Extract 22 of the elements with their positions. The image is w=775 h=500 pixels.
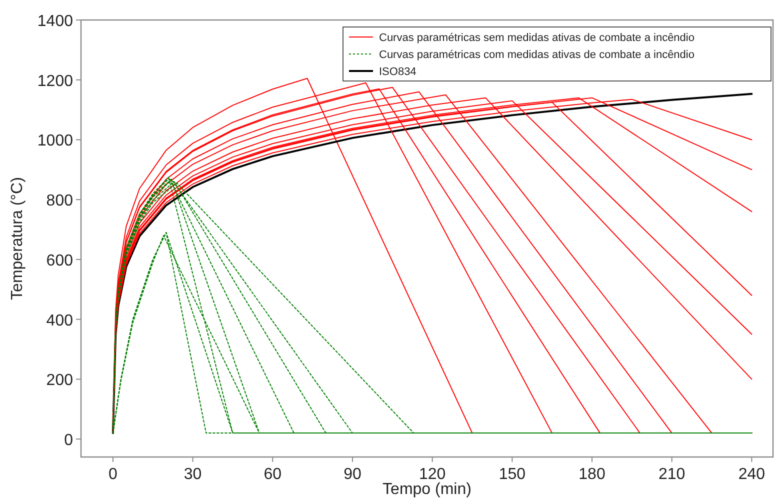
- x-tick-label: 30: [184, 466, 202, 483]
- legend-label: ISO834: [379, 66, 416, 78]
- x-tick-label: 60: [264, 466, 282, 483]
- y-tick-label: 800: [46, 192, 74, 210]
- y-tick-label: 400: [46, 312, 74, 330]
- x-tick-label: 0: [108, 466, 118, 483]
- legend-label: Curvas paramétricas com medidas ativas de combate a incêndio: [379, 49, 694, 61]
- y-tick-label: 1000: [37, 132, 74, 150]
- x-axis-title: Tempo (min): [382, 481, 472, 498]
- y-tick-label: 200: [46, 372, 74, 390]
- x-tick-label: 120: [418, 466, 446, 483]
- x-tick-label: 90: [344, 466, 362, 483]
- y-tick-label: 600: [46, 252, 74, 270]
- y-axis-title: Temperatura (°C): [9, 177, 26, 300]
- x-tick-label: 180: [578, 466, 606, 483]
- x-tick-label: 210: [658, 466, 686, 483]
- y-tick-label: 1400: [37, 13, 74, 30]
- x-tick-label: 240: [738, 466, 766, 483]
- y-tick-label: 0: [64, 432, 74, 450]
- legend-label: Curvas paramétricas sem medidas ativas de combate a incêndio: [379, 32, 694, 44]
- x-tick-label: 150: [498, 466, 526, 483]
- y-tick-label: 1200: [37, 72, 74, 90]
